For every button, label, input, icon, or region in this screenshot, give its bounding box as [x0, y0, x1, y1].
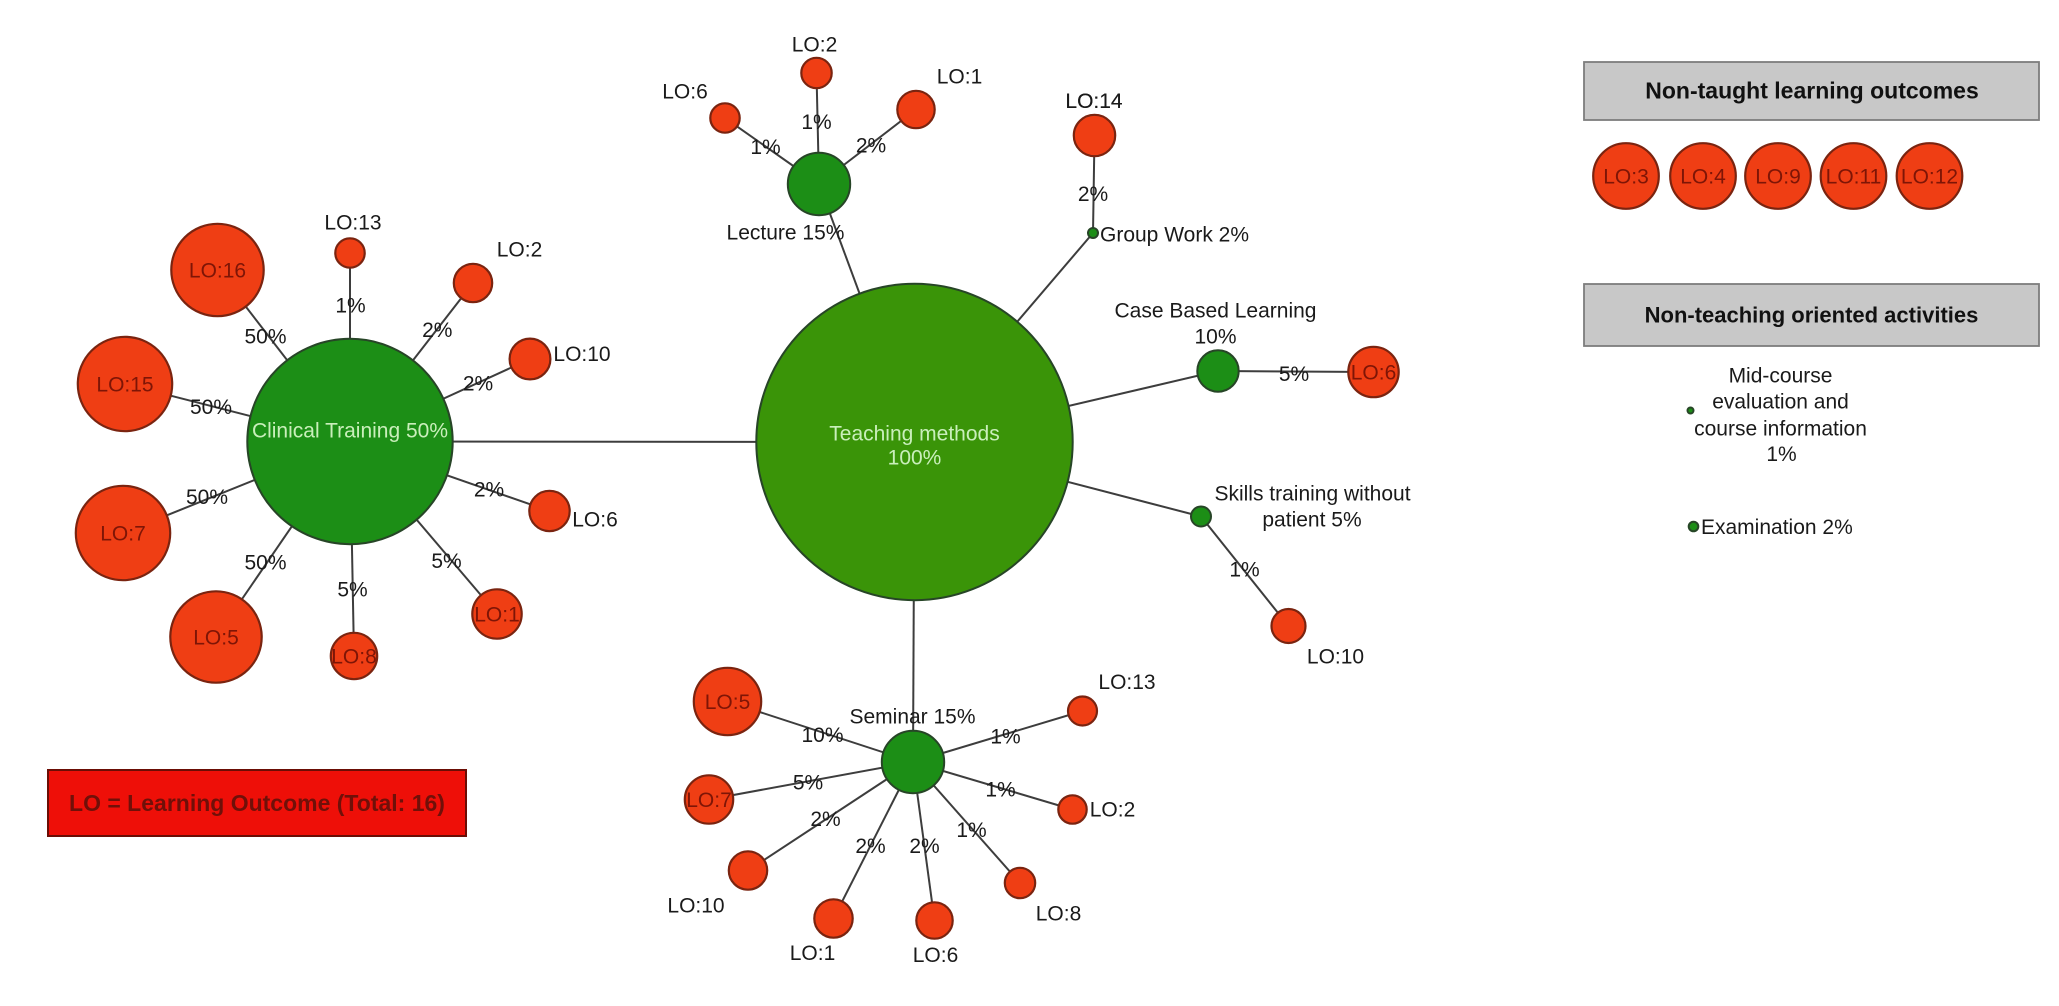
svg-text:LO:2: LO:2 — [792, 34, 838, 57]
svg-text:2%: 2% — [909, 835, 939, 858]
svg-text:LO:6: LO:6 — [1351, 362, 1397, 385]
svg-text:50%: 50% — [244, 552, 286, 575]
svg-text:patient 5%: patient 5% — [1262, 509, 1361, 532]
svg-text:50%: 50% — [190, 396, 232, 419]
svg-text:LO:9: LO:9 — [1755, 166, 1801, 189]
svg-text:50%: 50% — [186, 486, 228, 509]
svg-text:2%: 2% — [463, 373, 493, 396]
svg-text:Clinical Training 50%: Clinical Training 50% — [252, 420, 448, 443]
svg-text:2%: 2% — [1078, 183, 1108, 206]
svg-text:Examination 2%: Examination 2% — [1701, 516, 1853, 539]
svg-text:LO:3: LO:3 — [1603, 166, 1649, 189]
svg-text:Non-teaching oriented activiti: Non-teaching oriented activities — [1645, 303, 1979, 328]
svg-text:Case Based Learning: Case Based Learning — [1115, 300, 1317, 323]
svg-text:1%: 1% — [990, 726, 1020, 749]
svg-text:LO:1: LO:1 — [937, 66, 983, 89]
svg-text:Mid-course: Mid-course — [1729, 365, 1833, 388]
svg-text:LO:6: LO:6 — [572, 509, 618, 532]
svg-text:5%: 5% — [1279, 363, 1309, 386]
svg-text:2%: 2% — [855, 835, 885, 858]
svg-text:LO:15: LO:15 — [96, 374, 153, 397]
svg-text:5%: 5% — [431, 550, 461, 573]
svg-text:LO:7: LO:7 — [686, 789, 732, 812]
svg-text:2%: 2% — [474, 479, 504, 502]
svg-text:LO:6: LO:6 — [662, 81, 708, 104]
svg-text:LO:10: LO:10 — [667, 895, 724, 918]
svg-text:Group Work 2%: Group Work 2% — [1100, 224, 1249, 247]
svg-text:5%: 5% — [793, 772, 823, 795]
svg-text:LO:2: LO:2 — [497, 239, 543, 262]
svg-text:2%: 2% — [810, 808, 840, 831]
svg-text:5%: 5% — [337, 579, 367, 602]
svg-text:100%: 100% — [888, 447, 942, 470]
svg-text:LO:10: LO:10 — [553, 343, 610, 366]
svg-text:LO:14: LO:14 — [1065, 90, 1123, 113]
svg-text:LO:13: LO:13 — [1098, 671, 1155, 694]
svg-text:LO:5: LO:5 — [705, 691, 751, 714]
svg-text:Non-taught learning outcomes: Non-taught learning outcomes — [1645, 78, 1979, 104]
svg-text:LO:14: LO:14 — [1065, 90, 1123, 113]
svg-text:LO:12: LO:12 — [1901, 166, 1958, 189]
svg-text:1%: 1% — [1229, 559, 1259, 582]
svg-text:LO:2: LO:2 — [1090, 799, 1136, 822]
svg-text:LO:8: LO:8 — [331, 646, 377, 669]
svg-text:Seminar 15%: Seminar 15% — [849, 706, 975, 729]
svg-text:LO:4: LO:4 — [1680, 166, 1726, 189]
svg-text:1%: 1% — [750, 136, 780, 159]
svg-text:Skills training without: Skills training without — [1214, 483, 1410, 506]
svg-text:LO:11: LO:11 — [1826, 166, 1882, 189]
svg-text:LO:10: LO:10 — [1307, 646, 1364, 669]
svg-text:evaluation and: evaluation and — [1712, 391, 1849, 414]
svg-text:10%: 10% — [801, 724, 843, 747]
svg-text:1%: 1% — [956, 819, 986, 842]
svg-text:Teaching methods: Teaching methods — [829, 423, 999, 446]
svg-text:LO:6: LO:6 — [913, 944, 959, 967]
svg-text:LO:5: LO:5 — [193, 627, 239, 650]
svg-text:LO:7: LO:7 — [100, 523, 146, 546]
svg-text:LO:1: LO:1 — [790, 942, 836, 965]
svg-text:1%: 1% — [801, 111, 831, 134]
svg-text:1%: 1% — [985, 779, 1015, 802]
svg-text:2%: 2% — [856, 135, 886, 158]
svg-text:LO:8: LO:8 — [1036, 903, 1082, 926]
svg-text:1%: 1% — [1766, 443, 1796, 466]
svg-text:50%: 50% — [244, 326, 286, 349]
svg-text:LO:1: LO:1 — [474, 604, 520, 627]
svg-text:2%: 2% — [422, 319, 452, 342]
svg-text:Lecture 15%: Lecture 15% — [727, 222, 845, 245]
svg-text:10%: 10% — [1194, 326, 1236, 349]
svg-text:LO:16: LO:16 — [189, 260, 246, 283]
svg-text:LO = Learning Outcome (Total:: LO = Learning Outcome (Total: 16) — [69, 790, 445, 816]
svg-text:course information: course information — [1694, 418, 1867, 441]
svg-text:1%: 1% — [335, 295, 365, 318]
svg-text:LO:13: LO:13 — [324, 212, 381, 235]
